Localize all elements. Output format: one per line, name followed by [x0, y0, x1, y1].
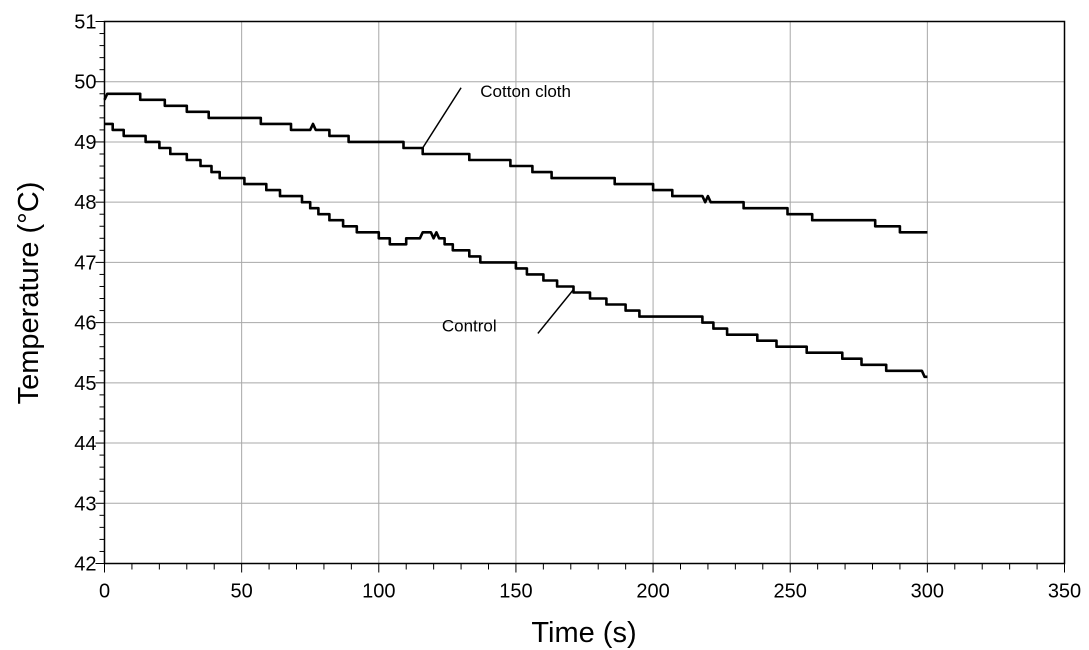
series-line-cotton-cloth	[103, 92, 928, 234]
y-tick-label: 50	[74, 72, 96, 94]
x-tick-label: 200	[636, 581, 669, 603]
x-tick-label: 150	[499, 581, 532, 603]
y-tick-label: 43	[74, 493, 96, 515]
x-tick-label: 50	[231, 581, 253, 603]
annotation-pointer	[537, 289, 575, 334]
plot-frame	[103, 20, 1066, 565]
y-tick-label: 48	[74, 192, 96, 214]
y-tick-label: 46	[74, 313, 96, 335]
y-tick-label: 44	[74, 433, 96, 455]
annotation-pointer	[422, 87, 462, 149]
y-tick-label: 45	[74, 373, 96, 395]
y-tick-label: 47	[74, 252, 96, 274]
grid	[104, 21, 1065, 564]
annotation-label: Control	[442, 317, 497, 336]
series-lines	[103, 92, 928, 379]
x-tick-label: 250	[774, 581, 807, 603]
x-tick-label: 0	[99, 581, 110, 603]
y-tick-label: 42	[74, 554, 96, 576]
tick-labels: 0 50 100 150 200 250 300 350 42 43 44 45 46 47 48 49 50 5…	[74, 12, 1081, 603]
series-line-control	[104, 122, 928, 379]
y-tick-label: 51	[74, 12, 96, 34]
x-tick-label: 300	[911, 581, 944, 603]
x-axis-title: Time (s)	[531, 617, 636, 649]
x-tick-label: 100	[362, 581, 395, 603]
minor-ticks	[95, 21, 1065, 573]
y-axis-title: Temperature (°C)	[13, 182, 45, 405]
annotations: Cotton cloth Control	[422, 82, 575, 336]
y-tick-label: 49	[74, 132, 96, 154]
x-tick-label: 350	[1048, 581, 1081, 603]
annotation-label: Cotton cloth	[480, 82, 571, 101]
